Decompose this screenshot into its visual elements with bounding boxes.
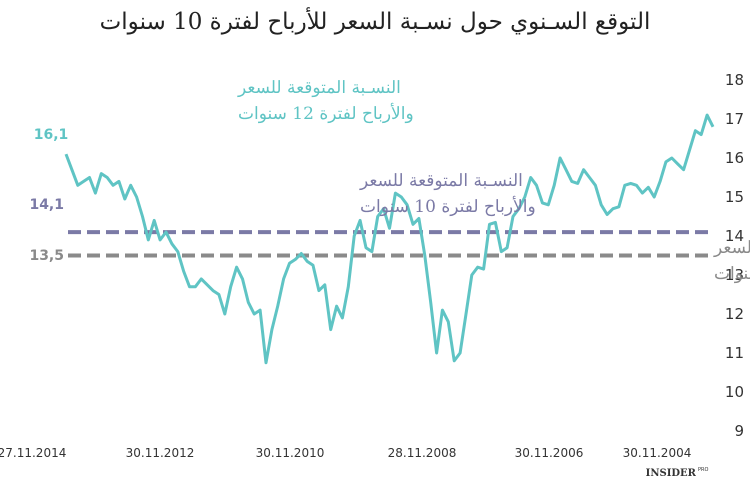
y-tick-label: 11 [725, 344, 744, 362]
ten-year-label-line-1: النسـبة المتوقعة للسعر [359, 171, 523, 191]
ten-year-label-line-2: والأرباح لفترة 10 سنوات [360, 196, 536, 217]
y-tick-label: 18 [725, 71, 744, 89]
y-tick-label: 12 [725, 305, 744, 323]
five-year-label-line-1: النسبة المتوقعة لسعر [713, 238, 750, 258]
brand-logo: INSIDER PRO [646, 467, 709, 479]
y-tick-label: 10 [725, 383, 744, 401]
x-tick-label: 27.11.2014 [0, 446, 66, 460]
x-tick-label: 30.11.2010 [256, 446, 325, 460]
x-tick-label: 30.11.2006 [515, 446, 584, 460]
chart-title: التوقع السـنوي حول نسـبة السعر للأرباح ل… [100, 7, 651, 35]
y-tick-label: 9 [734, 422, 744, 440]
y-tick-label: 14 [725, 227, 744, 245]
twelve-year-pe-series [64, 113, 715, 365]
y-tick-label: 16 [725, 149, 744, 167]
five-year-label-line-2: الأرباح لفترة 5 سنوات [714, 263, 750, 284]
twelve-year-label-line-1: النسـبة المتوقعة للسعر [237, 78, 401, 98]
x-tick-label: 30.11.2012 [126, 446, 195, 460]
x-axis-ticks: 27.11.2014 30.11.2012 30.11.2010 28.11.2008… [0, 446, 691, 460]
twelve-year-label-line-2: والأرباح لفترة 12 سنوات [238, 103, 414, 124]
y-axis-ticks: 18 17 16 15 14 13 12 11 10 9 [725, 71, 744, 440]
brand-name: INSIDER [646, 468, 697, 479]
y-tick-label: 13 [725, 266, 744, 284]
ten-year-value-label: 14,1 [29, 197, 64, 213]
x-tick-label: 30.11.2004 [623, 446, 692, 460]
five-year-value-label: 13,5 [29, 248, 64, 264]
y-tick-label: 17 [725, 110, 744, 128]
y-tick-label: 15 [725, 188, 744, 206]
x-tick-label: 28.11.2008 [388, 446, 457, 460]
brand-suffix: PRO [698, 467, 708, 473]
twelve-year-start-value: 16,1 [34, 127, 69, 143]
